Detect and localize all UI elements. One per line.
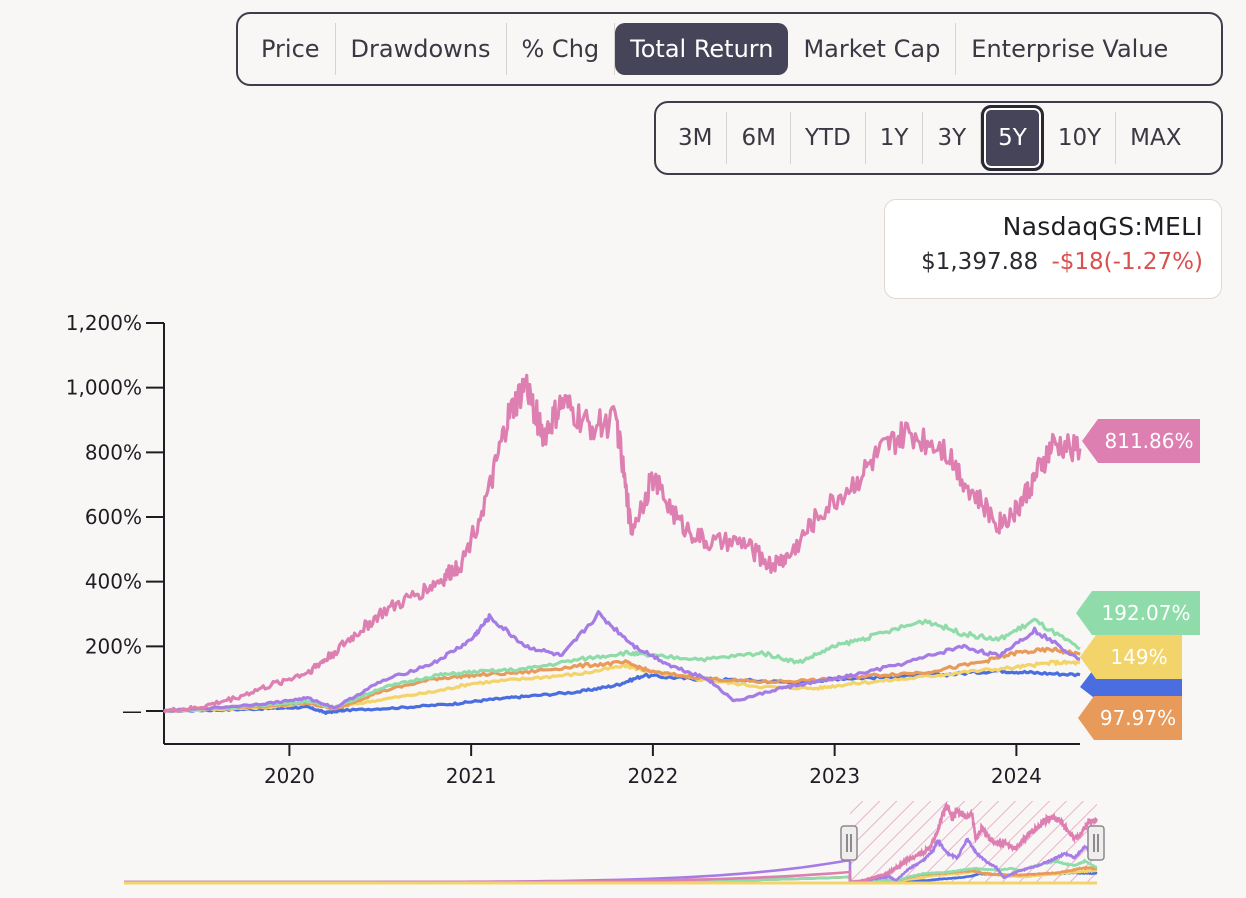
series-line-5: [162, 373, 1082, 714]
navigator-series-5: [124, 801, 1098, 885]
range-3y[interactable]: 3Y: [923, 112, 982, 164]
range-navigator[interactable]: [124, 801, 1105, 885]
navigator-left-handle[interactable]: [840, 825, 858, 861]
ticker-symbol: NasdaqGS:MELI: [1002, 212, 1203, 241]
series-end-label: 192.07%: [1102, 601, 1191, 625]
series-line-0: [163, 667, 1081, 715]
ticker-price: $1,397.88: [921, 249, 1039, 275]
tab-drawdowns[interactable]: Drawdowns: [336, 23, 507, 75]
range-selector: 3M 6M YTD 1Y 3Y 5Y 10Y MAX: [654, 101, 1223, 175]
range-10y[interactable]: 10Y: [1044, 112, 1117, 164]
tab-total-return[interactable]: Total Return: [615, 23, 789, 75]
ticker-change: -$18(-1.27%): [1051, 249, 1203, 275]
y-tick-label: 600%: [85, 505, 142, 529]
x-tick-label: 2022: [627, 764, 678, 788]
tab-price[interactable]: Price: [246, 23, 336, 75]
range-3m[interactable]: 3M: [664, 112, 728, 164]
series-line-4: [163, 610, 1081, 713]
navigator-right-handle[interactable]: [1087, 825, 1105, 861]
range-ytd[interactable]: YTD: [791, 112, 866, 164]
series-end-label: 149%: [1110, 645, 1167, 669]
ticker-info-card: NasdaqGS:MELI $1,397.88 -$18(-1.27%): [884, 199, 1222, 299]
series-end-label: 97.97%: [1100, 706, 1176, 730]
range-1y[interactable]: 1Y: [866, 112, 924, 164]
series-line-2: [163, 646, 1081, 713]
range-6m[interactable]: 6M: [727, 112, 791, 164]
tab-market-cap[interactable]: Market Cap: [788, 23, 957, 75]
y-tick-label: 400%: [85, 570, 142, 594]
ticker-price-line: $1,397.88 -$18(-1.27%): [885, 249, 1203, 275]
y-tick-label: 1,000%: [66, 376, 142, 400]
x-tick-label: 2020: [264, 764, 315, 788]
y-tick-label: 1,200%: [66, 311, 142, 335]
range-max[interactable]: MAX: [1130, 125, 1182, 151]
series-end-label: 811.86%: [1105, 429, 1194, 453]
y-tick-label: —: [122, 699, 142, 723]
x-tick-label: 2024: [991, 764, 1042, 788]
metric-selector: Price Drawdowns% Chg Total Return Market Ca…: [236, 12, 1223, 86]
range-5y[interactable]: 5Y: [981, 105, 1044, 171]
tab-chg[interactable]: % Chg: [507, 23, 616, 75]
series-end-badge: [1078, 696, 1182, 740]
series-end-badge: [1082, 419, 1200, 463]
series-end-badge: [1080, 635, 1182, 679]
x-tick-label: 2023: [809, 764, 860, 788]
y-tick-label: 800%: [85, 440, 142, 464]
series-end-badge: [1076, 591, 1200, 635]
x-tick-label: 2021: [446, 764, 497, 788]
y-tick-label: 200%: [85, 634, 142, 658]
tab-enterprise-value[interactable]: Enterprise Value: [971, 35, 1169, 63]
